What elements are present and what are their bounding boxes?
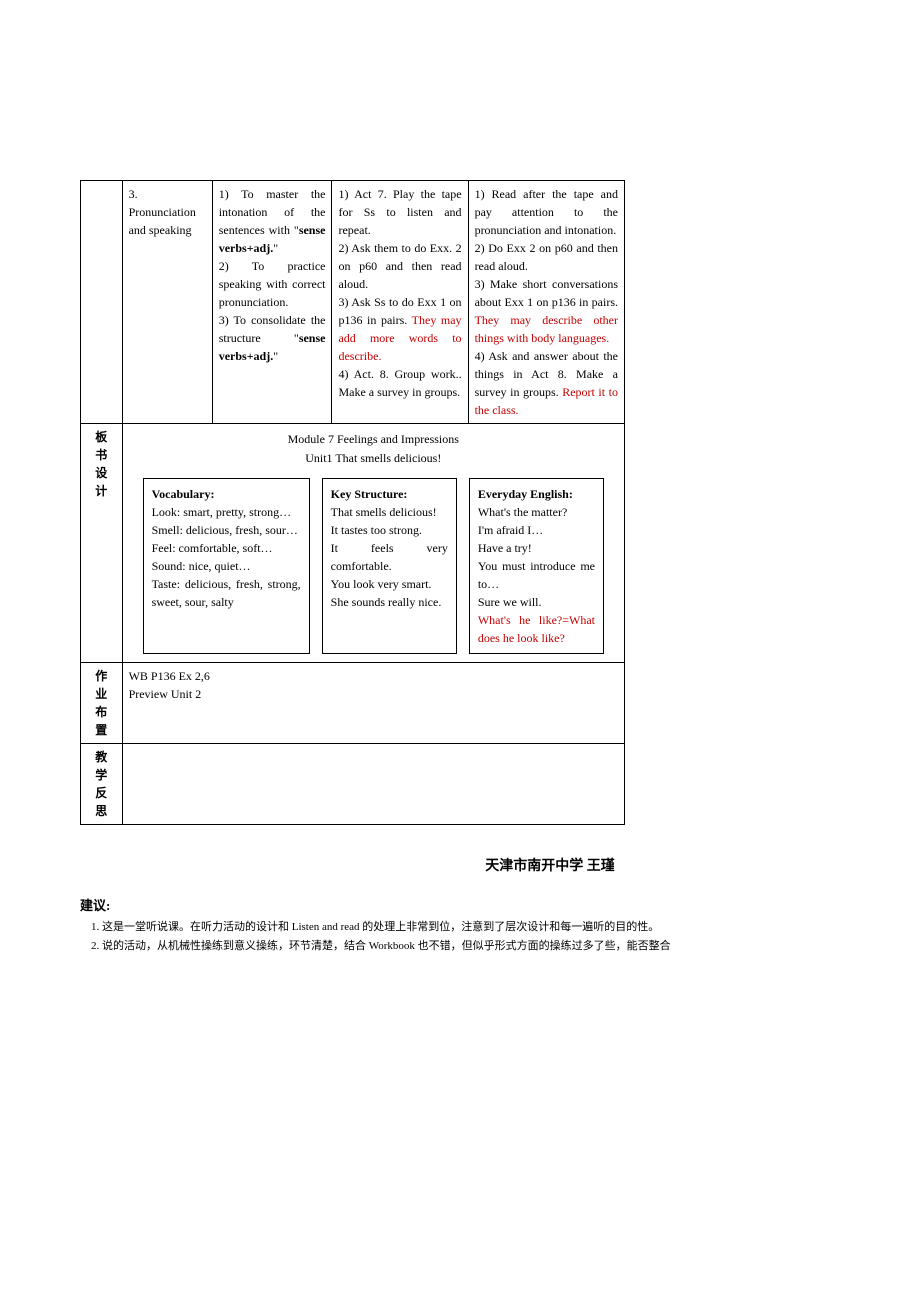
reflect-cell	[122, 744, 624, 825]
lesson-plan-table: 3. Pronunciation and speaking 1) To mast…	[80, 180, 625, 825]
aim-1: 1) To master the intonation of the sente…	[219, 187, 326, 255]
key-structure-box: Key Structure: That smells delicious!It …	[322, 478, 457, 654]
table-row-reflect: 教学反思	[81, 744, 625, 825]
board-title: Module 7 Feelings and Impressions Unit1 …	[123, 424, 624, 474]
suggestions-list: 这是一堂听说课。在听力活动的设计和 Listen and read 的处理上非常…	[80, 918, 720, 955]
vocab-box: Vocabulary: Look: smart, pretty, strong……	[143, 478, 310, 654]
board-cell: Module 7 Feelings and Impressions Unit1 …	[122, 424, 624, 663]
student-line: 3) Make short conversations about Exx 1 …	[475, 277, 618, 309]
side-text: 作业布置	[95, 669, 107, 737]
side-text: 教学反思	[95, 750, 107, 818]
board-boxes: Vocabulary: Look: smart, pretty, strong……	[123, 474, 624, 662]
aim-3: 3) To consolidate the structure "sense v…	[219, 313, 326, 363]
vocab-head: Vocabulary:	[152, 487, 215, 501]
student-line-red: They may describe other things with body…	[475, 313, 618, 345]
board-side-label: 板书设计	[81, 424, 123, 663]
reflect-side-label: 教学反思	[81, 744, 123, 825]
table-row: 3. Pronunciation and speaking 1) To mast…	[81, 181, 625, 424]
homework-side-label: 作业布置	[81, 663, 123, 744]
teacher-line: 1) Act 7. Play the tape for Ss to listen…	[338, 187, 461, 237]
teacher-line: 2) Ask them to do Exx. 2 on p60 and then…	[338, 241, 461, 291]
eng-body: What's the matter?I'm afraid I…Have a tr…	[478, 505, 595, 609]
eng-red: What's he like?=What does he look like?	[478, 613, 595, 645]
suggestions-head: 建议:	[80, 895, 720, 914]
author-line: 天津市南开中学 王瑾	[380, 855, 720, 875]
teacher-cell: 1) Act 7. Play the tape for Ss to listen…	[332, 181, 468, 424]
board-title-1: Module 7 Feelings and Impressions	[288, 432, 459, 446]
vocab-body: Look: smart, pretty, strong…Smell: delic…	[152, 505, 301, 609]
teacher-line: 4) Act. 8. Group work.. Make a survey in…	[338, 367, 461, 399]
document-page: 3. Pronunciation and speaking 1) To mast…	[80, 0, 720, 956]
board-title-2: Unit1 That smells delicious!	[305, 451, 441, 465]
side-text: 板书设计	[95, 430, 107, 498]
homework-line: Preview Unit 2	[129, 687, 202, 701]
step-cell: 3. Pronunciation and speaking	[122, 181, 212, 424]
table-row-board: 板书设计 Module 7 Feelings and Impressions U…	[81, 424, 625, 663]
key-head: Key Structure:	[331, 487, 408, 501]
table-row-homework: 作业布置 WB P136 Ex 2,6 Preview Unit 2	[81, 663, 625, 744]
eng-head: Everyday English:	[478, 487, 573, 501]
homework-cell: WB P136 Ex 2,6 Preview Unit 2	[122, 663, 624, 744]
homework-line: WB P136 Ex 2,6	[129, 669, 210, 683]
aim-2: 2) To practice speaking with correct pro…	[219, 259, 326, 309]
suggestion-item: 说的活动，从机械性操练到意义操练，环节清楚，结合 Workbook 也不错，但似…	[102, 937, 720, 956]
aim-cell: 1) To master the intonation of the sente…	[212, 181, 332, 424]
student-line: 1) Read after the tape and pay attention…	[475, 187, 618, 237]
student-cell: 1) Read after the tape and pay attention…	[468, 181, 624, 424]
suggestion-item: 这是一堂听说课。在听力活动的设计和 Listen and read 的处理上非常…	[102, 918, 720, 937]
student-line: 2) Do Exx 2 on p60 and then read aloud.	[475, 241, 618, 273]
everyday-english-box: Everyday English: What's the matter?I'm …	[469, 478, 604, 654]
key-body: That smells delicious!It tastes too stro…	[331, 505, 448, 609]
row-side-empty	[81, 181, 123, 424]
suggestions-section: 建议: 这是一堂听说课。在听力活动的设计和 Listen and read 的处…	[80, 895, 720, 955]
